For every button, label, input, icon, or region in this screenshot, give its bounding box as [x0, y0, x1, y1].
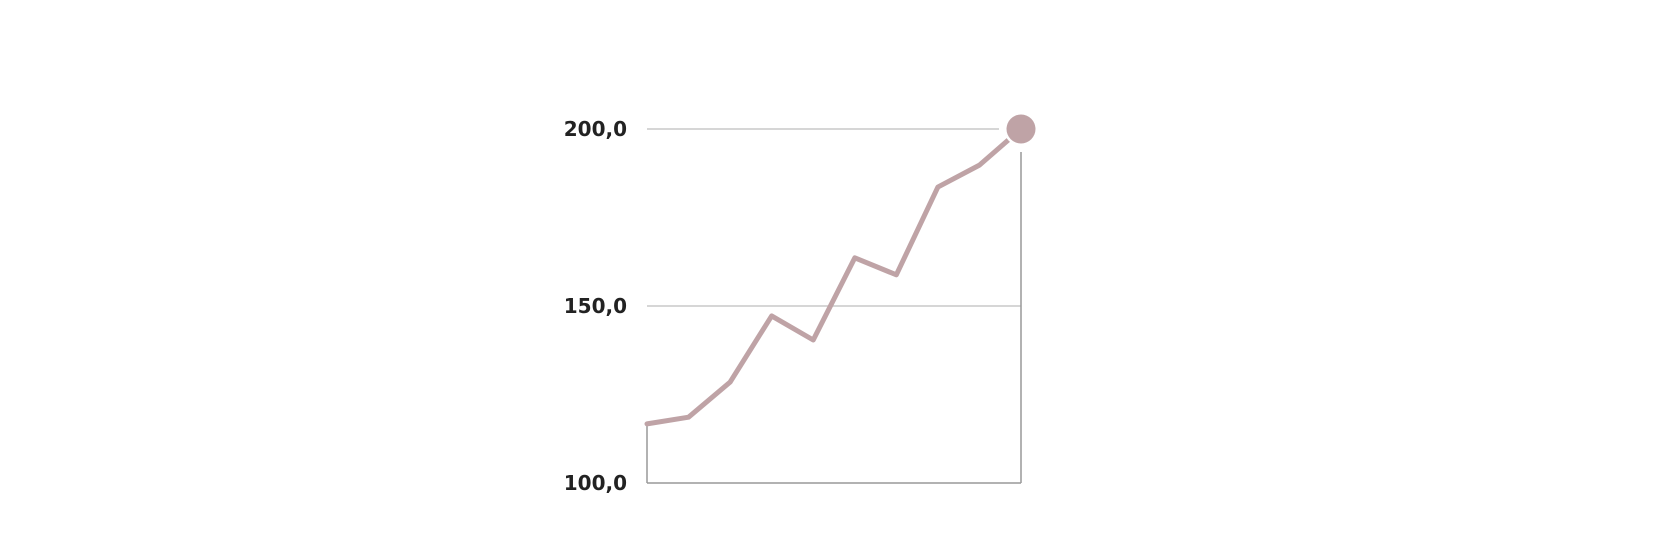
y-tick-label: 100,0: [564, 471, 627, 495]
end-marker: [1006, 114, 1036, 144]
y-axis-ticks: 100,0 150,0 200,0: [564, 117, 627, 495]
axes: [646, 152, 1022, 484]
series-line: [644, 126, 1024, 427]
series: [644, 112, 1038, 427]
y-tick-label: 150,0: [564, 294, 627, 318]
gridlines: [647, 128, 1021, 307]
y-tick-label: 200,0: [564, 117, 627, 141]
